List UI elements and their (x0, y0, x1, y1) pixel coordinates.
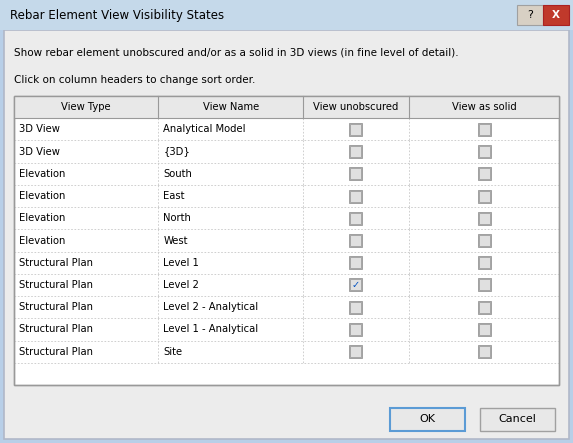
Bar (350, 323, 363, 336)
Bar (350, 167, 363, 180)
Bar (478, 302, 489, 313)
Text: Structural Plan: Structural Plan (19, 324, 93, 334)
Text: Click on column headers to change sort order.: Click on column headers to change sort o… (14, 75, 256, 85)
Text: View as solid: View as solid (452, 102, 516, 112)
Text: South: South (163, 169, 193, 179)
Bar (480, 408, 555, 431)
Bar (478, 324, 489, 335)
Bar (350, 256, 363, 269)
Bar (477, 345, 490, 358)
Text: 3D View: 3D View (19, 124, 60, 134)
Bar (14, 96, 559, 385)
Bar (477, 279, 490, 291)
Text: Cancel: Cancel (499, 415, 536, 424)
Bar (351, 257, 362, 268)
Bar (478, 280, 489, 291)
Text: Elevation: Elevation (19, 169, 65, 179)
Text: Structural Plan: Structural Plan (19, 280, 93, 290)
Bar (477, 323, 490, 336)
Text: ?: ? (527, 10, 533, 20)
Bar (350, 212, 363, 225)
Text: East: East (163, 191, 185, 201)
Text: Structural Plan: Structural Plan (19, 302, 93, 312)
Bar (351, 235, 362, 246)
Text: OK: OK (419, 415, 435, 424)
Bar (350, 345, 363, 358)
Bar (478, 213, 489, 224)
Text: Show rebar element unobscured and/or as a solid in 3D views (in fine level of de: Show rebar element unobscured and/or as … (14, 47, 458, 57)
Bar (350, 301, 363, 314)
Bar (477, 301, 490, 314)
Text: ✓: ✓ (352, 280, 360, 290)
Text: X: X (552, 10, 560, 20)
Bar (350, 279, 363, 291)
Bar (350, 234, 363, 247)
Bar (351, 146, 362, 157)
Bar (351, 168, 362, 179)
Bar (477, 123, 490, 136)
Text: West: West (163, 236, 188, 245)
Bar (478, 257, 489, 268)
Bar (478, 190, 489, 202)
Bar (478, 235, 489, 246)
Text: View unobscured: View unobscured (313, 102, 399, 112)
Text: Level 2: Level 2 (163, 280, 199, 290)
Text: Level 1: Level 1 (163, 258, 199, 268)
Bar (543, 5, 569, 25)
Bar (477, 145, 490, 158)
Bar (350, 123, 363, 136)
Bar (351, 346, 362, 357)
Text: {3D}: {3D} (163, 147, 190, 156)
Bar (478, 346, 489, 357)
Bar (477, 212, 490, 225)
Text: Level 2 - Analytical: Level 2 - Analytical (163, 302, 258, 312)
Text: Site: Site (163, 347, 183, 357)
Bar (390, 408, 465, 431)
Bar (477, 234, 490, 247)
Text: View Name: View Name (202, 102, 259, 112)
Text: North: North (163, 213, 191, 223)
Text: Structural Plan: Structural Plan (19, 347, 93, 357)
Bar (351, 324, 362, 335)
Bar (14, 96, 559, 385)
Text: Analytical Model: Analytical Model (163, 124, 246, 134)
Text: Rebar Element View Visibility States: Rebar Element View Visibility States (10, 8, 224, 22)
Bar (477, 190, 490, 202)
Bar (350, 190, 363, 202)
Bar (478, 146, 489, 157)
Text: 3D View: 3D View (19, 147, 60, 156)
Bar (478, 124, 489, 135)
Bar (351, 213, 362, 224)
Text: View Type: View Type (61, 102, 111, 112)
Bar (14, 96, 559, 118)
Bar (351, 124, 362, 135)
Bar (0, 0, 573, 30)
Text: Level 1 - Analytical: Level 1 - Analytical (163, 324, 258, 334)
Bar (477, 167, 490, 180)
Bar (351, 190, 362, 202)
Bar (351, 302, 362, 313)
Bar (517, 5, 543, 25)
Text: Elevation: Elevation (19, 236, 65, 245)
Bar (350, 145, 363, 158)
Text: Structural Plan: Structural Plan (19, 258, 93, 268)
Text: Elevation: Elevation (19, 213, 65, 223)
Bar (478, 168, 489, 179)
Text: Elevation: Elevation (19, 191, 65, 201)
Bar (477, 256, 490, 269)
Bar (351, 280, 362, 291)
